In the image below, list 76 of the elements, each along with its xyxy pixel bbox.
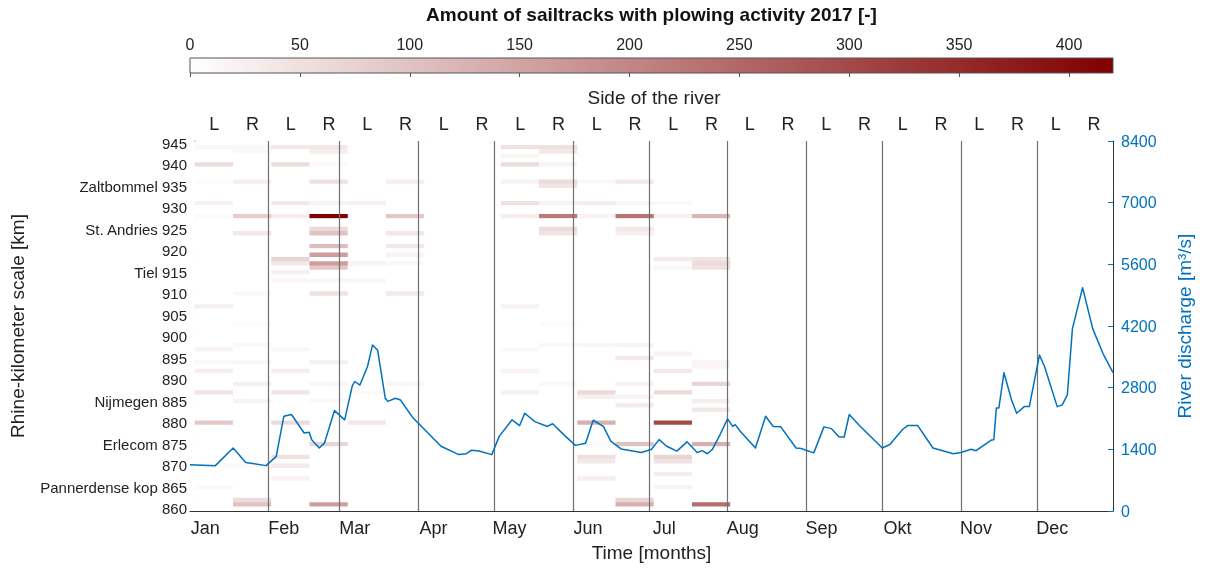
x-tick-label: Jun (573, 518, 603, 538)
y-tick-label: Zaltbommel 935 (79, 177, 187, 195)
x-tick-label: R (322, 114, 336, 134)
y2-tick-label: 4200 (1121, 317, 1157, 335)
color-bar-label: 0 (185, 35, 195, 53)
x-tick-label: R (245, 114, 259, 134)
x-tick-label: L (285, 114, 296, 134)
color-bar-label: 150 (506, 35, 534, 53)
x-tick-label: L (897, 114, 908, 134)
x-tick-label: L (438, 114, 449, 134)
y2-tick-label: 5600 (1121, 255, 1157, 273)
x-tick-label: R (857, 114, 871, 134)
y2-tick-label: 8400 (1121, 132, 1157, 150)
y-tick-label: 905 (161, 306, 187, 324)
y-tick-label: 930 (161, 199, 187, 217)
x-tick-label: Aug (726, 518, 759, 538)
color-bar-label: 200 (616, 35, 643, 53)
x-tick-label: R (1010, 114, 1024, 134)
y2-tick-label: 7000 (1121, 194, 1157, 212)
y-tick-label: 860 (161, 500, 187, 518)
color-bar-label: 300 (835, 35, 863, 53)
y-tick-label: 945 (161, 134, 187, 152)
y-tick-label: 900 (161, 328, 187, 346)
y-tick-label: Nijmegen 885 (94, 392, 187, 410)
x-tick-label: Feb (268, 518, 300, 538)
color-bar-label: 100 (396, 35, 424, 53)
y-tick-label: 910 (161, 285, 187, 303)
x-tick-label: Dec (1036, 518, 1069, 538)
x-tick-label: R (628, 114, 642, 134)
x-tick-label: R (398, 114, 412, 134)
y-tick-label: 890 (161, 371, 187, 389)
x-tick-label: L (974, 114, 985, 134)
x-tick-label: L (668, 114, 679, 134)
x-tick-label: L (744, 114, 755, 134)
x-tick-label: L (591, 114, 602, 134)
x-tick-label: Jul (652, 518, 676, 538)
x-tick-label: R (475, 114, 489, 134)
x-tick-label: R (704, 114, 718, 134)
y-tick-label: 880 (161, 414, 187, 432)
x-tick-label: Apr (419, 518, 448, 538)
y2-tick-label: 2800 (1121, 379, 1157, 397)
y-tick-label: 940 (161, 156, 187, 174)
y-axis-title: Rhine-kilometer scale [km] (7, 214, 28, 438)
color-bar-label: 50 (290, 35, 309, 53)
x-tick-label: Jan (190, 518, 220, 538)
x-tick-label: Okt (883, 518, 912, 538)
line-series (189, 286, 1114, 467)
x-tick-label: L (515, 114, 526, 134)
x-tick-label: L (209, 114, 220, 134)
x-axis-title: Time [months] (591, 542, 712, 563)
y2-tick-label: 1400 (1121, 440, 1157, 458)
x-tick-label: R (781, 114, 795, 134)
x-tick-label: R (1087, 114, 1101, 134)
color-bar-label: 400 (1055, 35, 1083, 53)
x-tick-label: L (1050, 114, 1061, 134)
y2-axis-title: River discharge [m³/s] (1174, 233, 1195, 419)
color-bar-label: 350 (945, 35, 973, 53)
color-bar-label: 250 (726, 35, 753, 53)
y-tick-label: St. Andries 925 (85, 220, 187, 238)
x-tick-label: Nov (960, 518, 993, 538)
x-axis-title: Side of the river (587, 87, 722, 108)
y-tick-label: 895 (161, 349, 187, 367)
y-tick-label: Pannerdense kop 865 (40, 478, 187, 496)
x-tick-label: L (821, 114, 832, 134)
color-bar-title: Amount of sailtracks with plowing activity 2017 [-] (426, 4, 877, 25)
y-tick-label: Erlecom 875 (102, 435, 187, 453)
y2-tick-label: 0 (1121, 502, 1130, 520)
x-tick-label: Mar (339, 518, 371, 538)
y-tick-label: 920 (161, 242, 187, 260)
x-tick-label: May (492, 518, 527, 538)
x-tick-label: L (362, 114, 373, 134)
x-tick-label: Sep (805, 518, 838, 538)
y-tick-label: Tiel 915 (134, 263, 187, 281)
x-tick-label: R (934, 114, 948, 134)
x-tick-label: R (551, 114, 565, 134)
y-tick-label: 870 (161, 457, 187, 475)
